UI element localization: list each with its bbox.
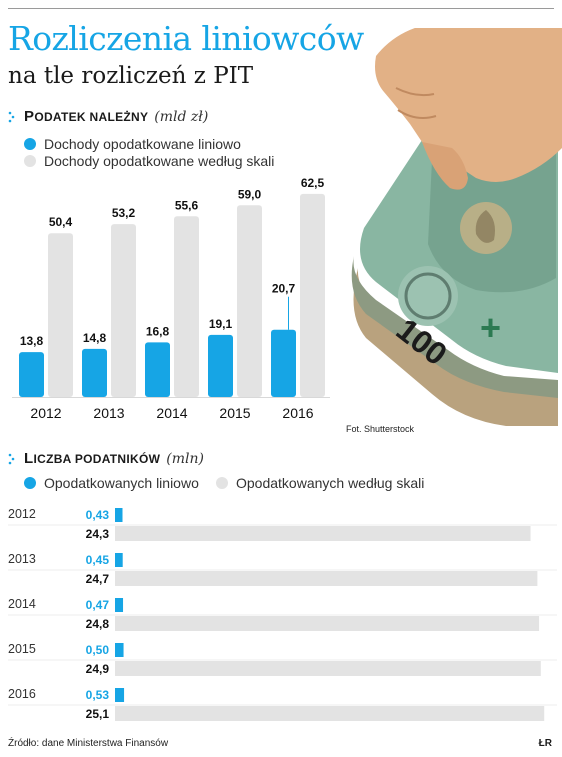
value-label-linear-2015: 0,50 xyxy=(86,643,110,657)
bar-scale-2015 xyxy=(237,205,262,397)
value-label-scale-2014: 24,8 xyxy=(86,617,110,631)
y-tick-label-2015: 2015 xyxy=(8,642,36,656)
value-label-scale-2013: 53,2 xyxy=(112,206,136,220)
top-rule xyxy=(8,8,554,9)
x-tick-label-2012: 2012 xyxy=(30,405,61,421)
bar-scale-2013 xyxy=(115,571,538,586)
bar-scale-2013 xyxy=(111,224,136,397)
x-tick-label-2016: 2016 xyxy=(282,405,313,421)
bar-linear-2016 xyxy=(271,329,296,397)
value-label-linear-2015: 19,1 xyxy=(209,317,233,331)
value-label-scale-2013: 24,7 xyxy=(86,572,110,586)
value-label-scale-2015: 59,0 xyxy=(238,187,262,201)
bar-linear-2014 xyxy=(115,598,124,612)
legend-swatch-gray xyxy=(24,155,36,167)
y-tick-label-2013: 2013 xyxy=(8,552,36,566)
author-mark: ŁR xyxy=(538,738,552,749)
hand-image xyxy=(375,28,562,190)
y-tick-label-2014: 2014 xyxy=(8,597,36,611)
legend-item-linear: Opodatkowanych liniowo xyxy=(24,476,199,490)
value-label-linear-2012: 0,43 xyxy=(86,508,110,522)
value-label-scale-2012: 50,4 xyxy=(49,215,73,229)
bar-scale-2014 xyxy=(174,216,199,397)
value-label-linear-2016: 20,7 xyxy=(272,282,296,296)
x-tick-label-2014: 2014 xyxy=(156,405,187,421)
bar-linear-2012 xyxy=(19,352,44,397)
x-tick-label-2013: 2013 xyxy=(93,405,124,421)
value-label-linear-2014: 0,47 xyxy=(86,598,110,612)
section-heading-taxpayers: LICZBA PODATNIKÓW (mln) xyxy=(8,451,204,466)
x-tick-label-2015: 2015 xyxy=(219,405,250,421)
legend-label: Opodatkowanych według skali xyxy=(236,475,425,491)
value-label-scale-2016: 62,5 xyxy=(301,176,325,190)
page-subtitle: na tle rozliczeń z PIT xyxy=(8,63,254,89)
svg-text:+: + xyxy=(480,307,501,348)
value-label-scale-2015: 24,9 xyxy=(86,662,110,676)
section-heading-tax: PODATEK NALEŻNY (mld zł) xyxy=(8,109,208,124)
legend-swatch-blue xyxy=(24,138,36,150)
section-marker-icon xyxy=(8,453,15,464)
bar-scale-2016 xyxy=(300,193,325,397)
bar-scale-2012 xyxy=(48,233,73,397)
value-label-linear-2013: 0,45 xyxy=(86,553,110,567)
value-label-scale-2012: 24,3 xyxy=(86,527,110,541)
value-label-scale-2014: 55,6 xyxy=(175,198,199,212)
bar-linear-2015 xyxy=(208,334,233,397)
value-label-linear-2012: 13,8 xyxy=(20,334,44,348)
legend-label: Dochody opodatkowane liniowo xyxy=(44,136,241,152)
legend-label: Opodatkowanych liniowo xyxy=(44,475,199,491)
legend-item-linear: Dochody opodatkowane liniowo xyxy=(24,137,241,151)
bar-linear-2014 xyxy=(145,342,170,397)
bar-scale-2014 xyxy=(115,616,540,631)
value-label-linear-2016: 0,53 xyxy=(86,688,110,702)
value-label-linear-2014: 16,8 xyxy=(146,324,170,338)
money-photo: 100 + xyxy=(351,28,562,426)
bar-linear-2013 xyxy=(115,553,123,567)
legend-item-scale: Opodatkowanych według skali xyxy=(216,476,424,490)
section-marker-icon xyxy=(8,111,15,122)
bar-linear-2013 xyxy=(82,348,107,397)
value-label-linear-2013: 14,8 xyxy=(83,331,107,345)
page-title: Rozliczenia liniowców xyxy=(8,19,364,58)
photo-credit: Fot. Shutterstock xyxy=(346,424,415,434)
legend-label: Dochody opodatkowane według skali xyxy=(44,153,275,169)
legend-swatch-gray xyxy=(216,477,228,489)
bar-scale-2015 xyxy=(115,661,541,676)
bar-scale-2012 xyxy=(115,526,531,541)
y-tick-label-2016: 2016 xyxy=(8,687,36,701)
section-title: PODATEK NALEŻNY xyxy=(24,108,149,125)
legend-swatch-blue xyxy=(24,477,36,489)
y-tick-label-2012: 2012 xyxy=(8,507,36,521)
value-label-scale-2016: 25,1 xyxy=(86,707,110,721)
bar-scale-2016 xyxy=(115,706,545,721)
bar-linear-2012 xyxy=(115,508,123,522)
section-title: LICZBA PODATNIKÓW xyxy=(24,450,161,467)
bar-linear-2016 xyxy=(115,688,125,702)
section-unit: (mld zł) xyxy=(154,108,209,125)
source-note: Źródło: dane Ministerstwa Finansów xyxy=(8,738,169,749)
bar-linear-2015 xyxy=(115,643,124,657)
legend-item-scale: Dochody opodatkowane według skali xyxy=(24,154,274,168)
section-unit: (mln) xyxy=(166,450,204,467)
